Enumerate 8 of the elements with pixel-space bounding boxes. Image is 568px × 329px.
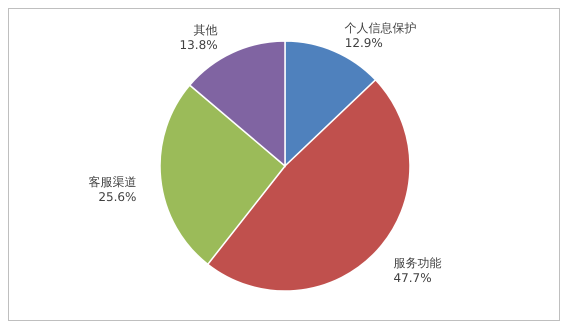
slice-label: 客服渠道	[88, 175, 136, 190]
slice-label: 个人信息保护	[344, 21, 417, 36]
data-label: 12.9%	[344, 36, 383, 50]
slice-label: 其他	[194, 22, 218, 37]
data-label: 47.7%	[393, 271, 432, 286]
data-label: 25.6%	[98, 190, 136, 204]
slice-label: 服务功能	[393, 256, 442, 270]
data-label: 13.8%	[180, 38, 218, 52]
